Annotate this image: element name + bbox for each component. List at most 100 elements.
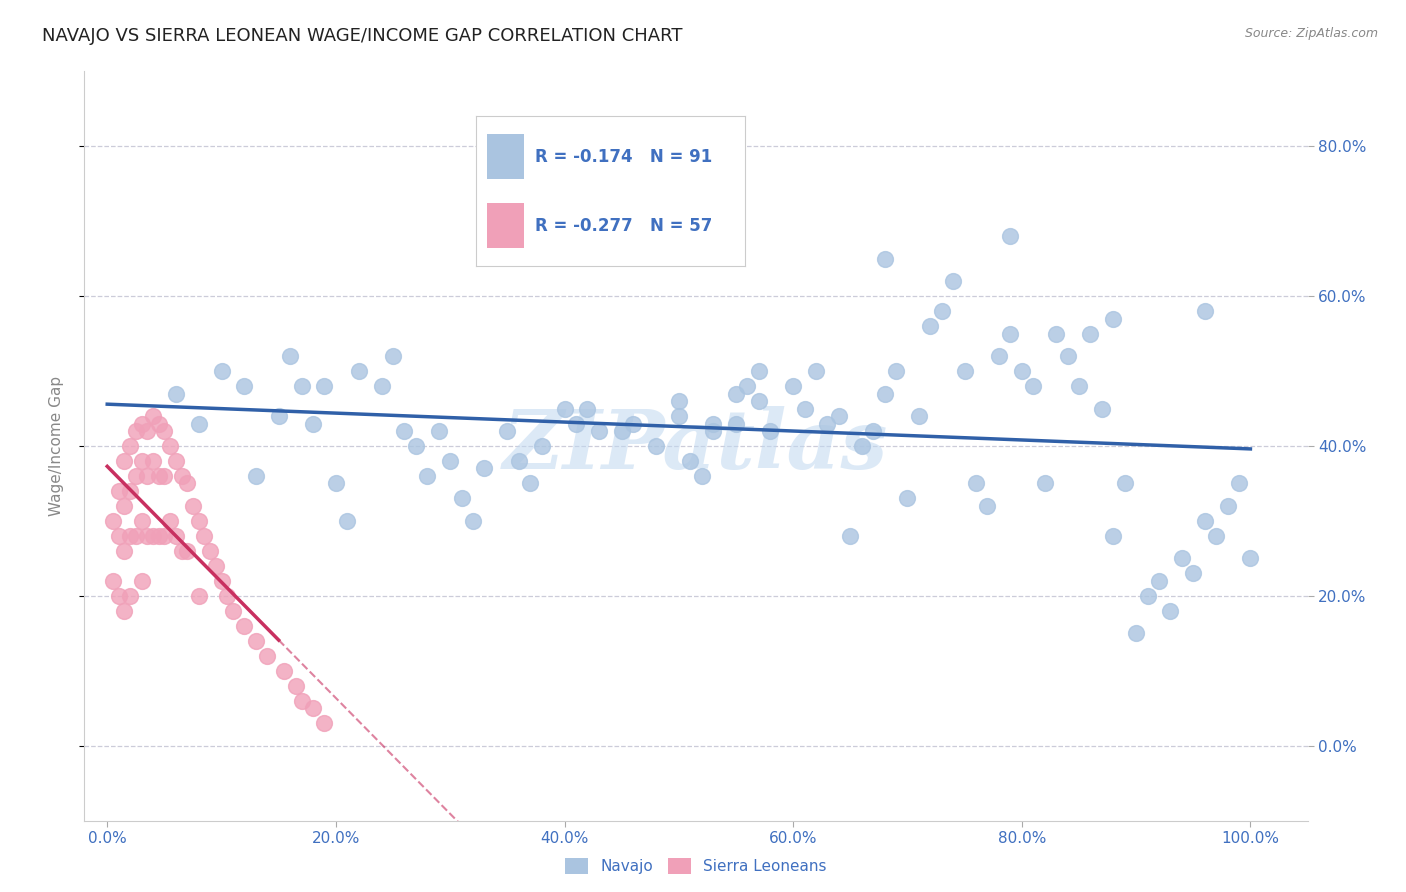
Point [205,558,228,573]
Point [142,529,165,543]
Point [1159,604,1181,618]
Point [759,424,782,438]
Point [690,469,713,483]
Point [1080,326,1102,341]
Point [621,417,644,431]
Point [159,439,181,453]
Point [576,401,599,416]
Point [908,409,931,423]
Point [1171,551,1194,566]
Point [553,401,575,416]
Point [782,379,804,393]
Point [165,529,187,543]
Point [136,469,159,483]
Point [370,379,392,393]
Point [101,514,124,528]
Point [1022,379,1045,393]
Point [170,544,193,558]
Point [165,386,187,401]
Point [1067,379,1090,393]
Point [873,386,896,401]
Point [737,379,759,393]
Text: ZIPatlas: ZIPatlas [503,406,889,486]
Point [804,364,827,378]
Point [125,469,148,483]
Point [153,529,176,543]
Point [290,379,312,393]
Point [931,304,953,318]
Point [245,633,267,648]
Point [153,469,176,483]
Point [724,417,747,431]
Point [120,529,142,543]
Point [273,664,295,678]
Point [474,461,496,475]
Point [112,604,135,618]
Point [187,589,209,603]
Point [724,386,747,401]
Point [1239,551,1261,566]
Point [1091,401,1114,416]
Point [748,394,770,409]
Point [165,454,187,468]
Point [142,454,165,468]
Point [1000,326,1022,341]
Point [793,401,815,416]
Point [284,679,307,693]
Point [679,454,702,468]
Point [142,409,165,423]
Point [120,483,142,498]
Point [851,439,873,453]
Point [170,469,193,483]
Point [131,417,153,431]
Point [1205,529,1227,543]
Point [519,476,541,491]
Point [1056,349,1078,363]
Point [439,454,461,468]
Point [136,529,159,543]
Point [187,417,209,431]
Point [817,417,839,431]
Point [1033,476,1056,491]
Point [233,619,256,633]
Point [314,716,336,731]
Point [394,424,416,438]
Point [987,349,1010,363]
Point [125,529,148,543]
Point [610,424,633,438]
Point [131,454,153,468]
Y-axis label: Wage/Income Gap: Wage/Income Gap [49,376,63,516]
Point [884,364,907,378]
Point [148,529,170,543]
Point [1136,589,1159,603]
Point [125,424,148,438]
Point [107,589,129,603]
Point [217,589,239,603]
Point [668,409,690,423]
Point [181,499,204,513]
Point [336,514,359,528]
Point [302,417,325,431]
Point [278,349,301,363]
Point [565,417,588,431]
Point [1194,514,1216,528]
Point [136,424,159,438]
Point [193,529,215,543]
Point [120,589,142,603]
Text: Source: ZipAtlas.com: Source: ZipAtlas.com [1244,27,1378,40]
Point [211,364,233,378]
Point [267,409,290,423]
Point [176,476,198,491]
Point [382,349,405,363]
Point [222,604,245,618]
Point [176,544,198,558]
Legend: Navajo, Sierra Leoneans: Navajo, Sierra Leoneans [560,852,832,880]
Point [107,483,129,498]
Point [101,574,124,588]
Point [530,439,553,453]
Point [131,514,153,528]
Point [153,424,176,438]
Point [302,701,325,715]
Point [839,529,862,543]
Point [159,514,181,528]
